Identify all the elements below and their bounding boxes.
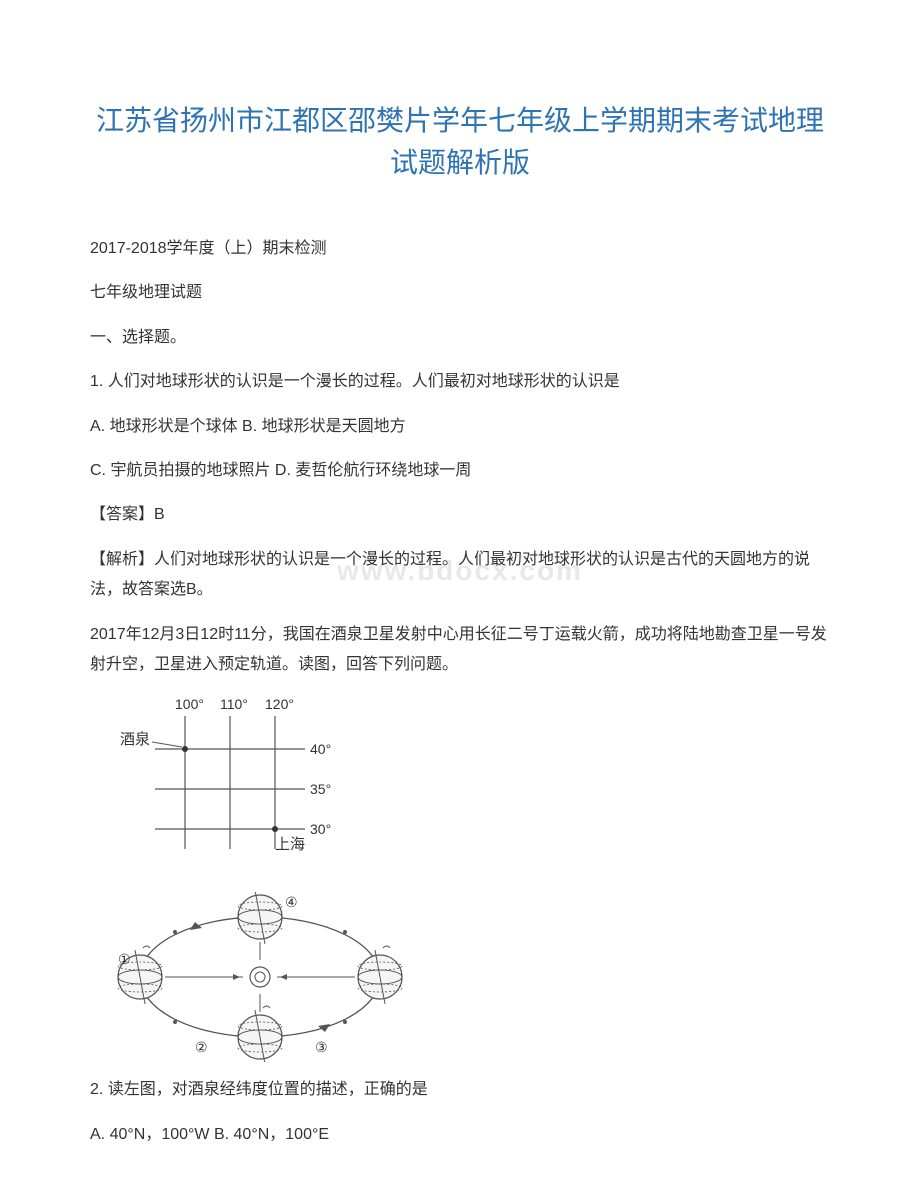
q1-options-ab: A. 地球形状是个球体 B. 地球形状是天圆地方 [90, 412, 830, 442]
lon-label-100: 100° [175, 696, 204, 712]
lon-label-110: 110° [220, 696, 248, 712]
lat-label-40: 40° [310, 741, 331, 757]
q1-explanation: 【解析】人们对地球形状的认识是一个漫长的过程。人们最初对地球形状的认识是古代的天… [90, 545, 830, 606]
orbit-label-4: ④ [285, 894, 298, 910]
orbit-label-3: ③ [315, 1039, 328, 1055]
orbit-diagram-figure: ① ④ ② ③ [90, 887, 830, 1067]
q1-options-cd: C. 宇航员拍摄的地球照片 D. 麦哲伦航行环绕地球一周 [90, 456, 830, 486]
lat-label-30: 30° [310, 821, 331, 837]
q2-options-ab: A. 40°N，100°W B. 40°N，100°E [90, 1120, 830, 1150]
lon-label-120: 120° [265, 696, 294, 712]
q2-stem: 2. 读左图，对酒泉经纬度位置的描述，正确的是 [90, 1075, 830, 1105]
exam-subject: 七年级地理试题 [90, 278, 830, 308]
lat-label-35: 35° [310, 781, 331, 797]
orbit-svg: ① ④ ② ③ [110, 892, 410, 1062]
orbit-label-1: ① [118, 951, 131, 967]
jiuquan-label: 酒泉 [120, 731, 150, 748]
section-heading: 一、选择题。 [90, 323, 830, 353]
document-title: 江苏省扬州市江都区邵樊片学年七年级上学期期末考试地理试题解析版 [90, 100, 830, 184]
shanghai-label: 上海 [275, 836, 305, 853]
exam-year: 2017-2018学年度（上）期末检测 [90, 234, 830, 264]
q1-answer: 【答案】B [90, 500, 830, 530]
coordinate-grid-figure: 100° 110° 120° 40° 35° 30° 酒泉 上海 [90, 694, 830, 879]
orbit-label-2: ② [195, 1039, 208, 1055]
coord-grid-svg: 100° 110° 120° 40° 35° 30° 酒泉 上海 [110, 694, 340, 864]
passage-text: 2017年12月3日12时11分，我国在酒泉卫星发射中心用长征二号丁运载火箭，成… [90, 620, 830, 681]
q1-stem: 1. 人们对地球形状的认识是一个漫长的过程。人们最初对地球形状的认识是 [90, 367, 830, 397]
